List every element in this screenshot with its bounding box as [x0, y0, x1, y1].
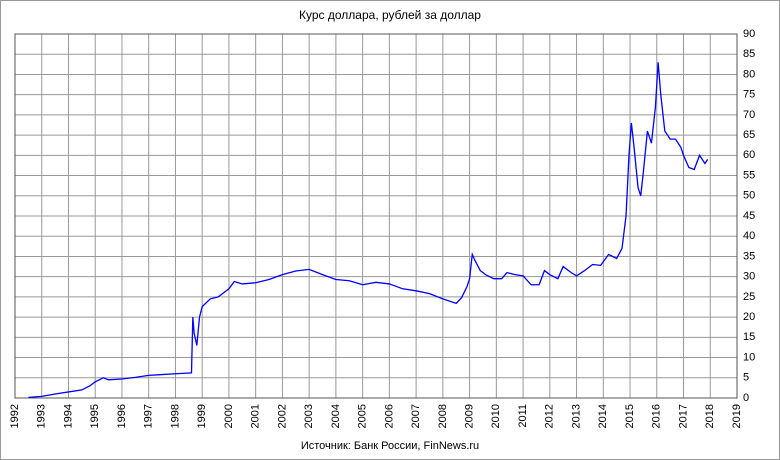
y-tick-label: 20: [743, 311, 755, 323]
x-tick-label: 2002: [276, 404, 288, 428]
x-tick-label: 1997: [143, 404, 155, 428]
y-tick-label: 50: [743, 190, 755, 202]
source-note: Источник: Банк России, FinNews.ru: [301, 440, 479, 452]
x-tick-label: 2014: [597, 404, 609, 428]
x-tick-label: 1998: [169, 404, 181, 428]
y-tick-label: 80: [743, 68, 755, 80]
x-tick-label: 1995: [89, 404, 101, 428]
x-tick-label: 2007: [410, 404, 422, 428]
y-tick-label: 85: [743, 48, 755, 60]
x-tick-label: 1999: [196, 404, 208, 428]
y-tick-label: 65: [743, 129, 755, 141]
x-tick-label: 2006: [383, 404, 395, 428]
x-tick-label: 2015: [624, 404, 636, 428]
x-tick-label: 2008: [437, 404, 449, 428]
x-tick-label: 1994: [62, 404, 74, 428]
x-tick-label: 1993: [36, 404, 48, 428]
y-tick-label: 55: [743, 169, 755, 181]
plot-frame: [14, 33, 738, 399]
y-tick-label: 45: [743, 210, 755, 222]
x-tick-label: 2003: [303, 404, 315, 428]
x-tick-label: 2000: [223, 404, 235, 428]
x-tick-label: 2005: [357, 404, 369, 428]
x-tick-label: 2017: [677, 404, 689, 428]
x-tick-label: 2018: [704, 404, 716, 428]
y-tick-label: 75: [743, 89, 755, 101]
y-tick-label: 60: [743, 149, 755, 161]
x-tick-label: 2009: [463, 404, 475, 428]
y-tick-label: 70: [743, 109, 755, 121]
x-tick-label: 2016: [651, 404, 663, 428]
x-tick-label: 1996: [116, 404, 128, 428]
y-tick-label: 40: [743, 230, 755, 242]
x-tick-label: 2010: [490, 404, 502, 428]
y-tick-label: 0: [743, 392, 749, 404]
x-tick-label: 2019: [731, 404, 743, 428]
x-tick-label: 2012: [544, 404, 556, 428]
y-tick-label: 35: [743, 250, 755, 262]
x-tick-label: 2013: [570, 404, 582, 428]
y-tick-label: 90: [743, 28, 755, 40]
y-tick-label: 25: [743, 291, 755, 303]
x-tick-label: 2001: [250, 404, 262, 428]
x-tick-label: 2004: [330, 404, 342, 428]
y-tick-label: 15: [743, 331, 755, 343]
y-tick-label: 5: [743, 372, 749, 384]
line: [28, 62, 709, 399]
chart-title: Курс доллара, рублей за доллар: [299, 8, 481, 22]
y-tick-label: 10: [743, 351, 755, 363]
x-tick-label: 2011: [517, 404, 529, 428]
x-tick-label: 1992: [9, 404, 21, 428]
y-tick-label: 30: [743, 271, 755, 283]
